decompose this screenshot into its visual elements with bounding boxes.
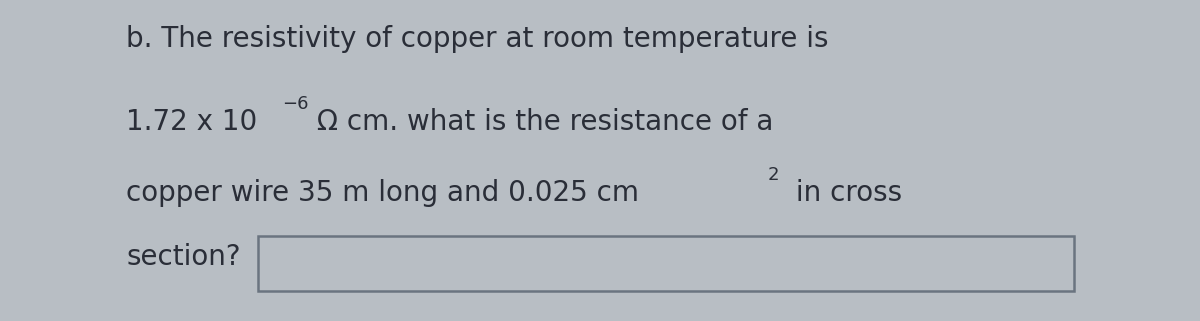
Text: 2: 2	[768, 166, 780, 184]
Text: section?: section?	[126, 243, 241, 271]
Text: b. The resistivity of copper at room temperature is: b. The resistivity of copper at room tem…	[126, 24, 828, 53]
Text: −6: −6	[282, 95, 308, 113]
Text: in cross: in cross	[787, 178, 902, 207]
Text: 1.72 x 10: 1.72 x 10	[126, 108, 257, 136]
Text: Ω cm. what is the resistance of a: Ω cm. what is the resistance of a	[308, 108, 774, 136]
Text: copper wire 35 m long and 0.025 cm: copper wire 35 m long and 0.025 cm	[126, 178, 640, 207]
FancyBboxPatch shape	[258, 236, 1074, 291]
